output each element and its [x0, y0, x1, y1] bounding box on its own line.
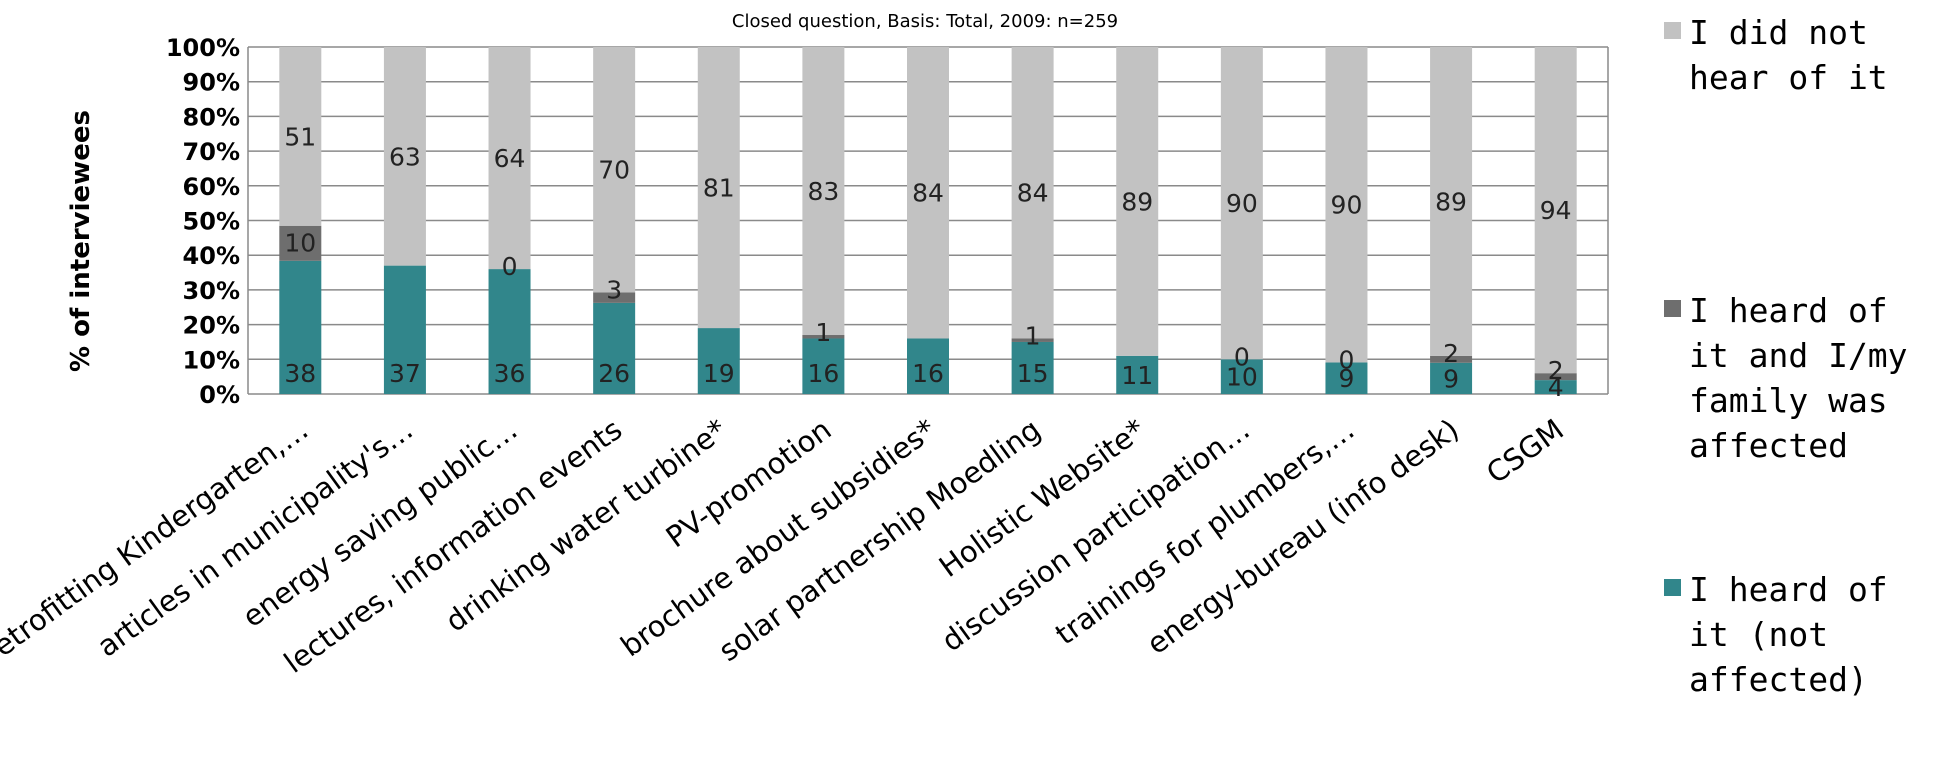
y-tick-label: 90% — [183, 69, 240, 97]
bar-segment-not-heard-brochure-about-subsidies — [907, 47, 949, 339]
data-label: 0 — [1339, 345, 1355, 374]
data-label: 94 — [1540, 196, 1572, 225]
bar-segment-not-heard-articles-in-municipality-s — [383, 47, 426, 266]
y-tick-label: 0% — [199, 381, 240, 409]
legend-swatch-not-affected — [1664, 579, 1681, 596]
bar-segment-not-affected-brochure-about-subsidies — [907, 338, 949, 394]
bar-segment-affected-energy-bureau-info-desk — [1430, 355, 1473, 363]
data-label: 15 — [1017, 359, 1049, 388]
data-label: 51 — [284, 122, 316, 151]
bar-segment-not-heard-solar-partnership-moedling — [1011, 47, 1054, 339]
data-label: 70 — [598, 156, 630, 185]
data-label: 89 — [1121, 187, 1153, 216]
legend-label-not-affected: I heard of it (not affected) — [1689, 570, 1888, 699]
bar-segment-not-affected-holistic-website — [1116, 355, 1159, 394]
data-label: 11 — [1121, 361, 1153, 390]
chart-title: Closed question, Basis: Total, 2009: n=2… — [732, 11, 1118, 32]
data-label: 26 — [598, 359, 630, 388]
bar-segment-not-heard-drinking-water-turbine — [697, 47, 740, 329]
data-label: 36 — [494, 359, 526, 388]
data-label: 90 — [1331, 191, 1363, 220]
bar-segment-not-affected-articles-in-municipality-s — [383, 265, 426, 394]
x-tick-label: CSGM — [1480, 412, 1570, 490]
bar-segment-not-affected-energy-bureau-info-desk — [1430, 362, 1473, 394]
data-label: 2 — [1548, 356, 1564, 385]
stacked-bar-chart: Closed question, Basis: Total, 2009: n=2… — [0, 11, 1609, 680]
data-label: 89 — [1435, 187, 1467, 216]
bar-segment-not-heard-lectures-information-events — [593, 47, 636, 293]
data-label: 1 — [815, 318, 831, 347]
y-tick-label: 100% — [166, 34, 240, 62]
bar-segment-affected-lectures-information-events — [593, 292, 636, 303]
data-label: 1 — [1025, 321, 1041, 350]
bar-segment-not-affected-drinking-water-turbine — [697, 328, 740, 394]
bar-segment-not-affected-lectures-information-events — [593, 302, 636, 394]
y-tick-label: 50% — [183, 208, 240, 236]
y-tick-label: 70% — [183, 138, 240, 166]
bar-segment-not-affected-trainings-for-plumbers — [1325, 362, 1368, 394]
data-label: 16 — [807, 359, 839, 388]
bar-segment-affected-retrofitting-kindergarten — [279, 225, 322, 261]
x-axis-ticks: retrofitting Kindergarten,…articles in m… — [0, 412, 1570, 680]
data-label: 9 — [1443, 364, 1459, 393]
legend: I did not hear of it I heard of it and I… — [1664, 0, 1934, 758]
bar-segment-not-heard-energy-bureau-info-desk — [1430, 47, 1473, 356]
data-label: 9 — [1339, 364, 1355, 393]
data-label: 63 — [389, 142, 421, 171]
y-tick-label: 60% — [183, 173, 240, 201]
data-label: 37 — [389, 359, 421, 388]
bar-segment-not-affected-discussion-participation — [1220, 359, 1263, 394]
bar-segment-not-heard-pv-promotion — [802, 47, 845, 336]
data-label: 2 — [1443, 339, 1459, 368]
data-label: 4 — [1548, 373, 1564, 402]
bar-segment-not-heard-csgm — [1534, 47, 1577, 374]
y-tick-label: 10% — [183, 346, 240, 374]
data-label: 83 — [807, 177, 839, 206]
bar-segment-not-affected-csgm — [1534, 380, 1577, 394]
data-label: 3 — [606, 275, 622, 304]
bar-segment-not-affected-retrofitting-kindergarten — [279, 260, 322, 394]
bar-segment-not-heard-trainings-for-plumbers — [1325, 47, 1368, 363]
data-label: 10 — [284, 228, 316, 257]
y-tick-label: 30% — [183, 277, 240, 305]
y-axis-ticks: 0% 10% 20% 30% 40% 50% 60% 70% 80% 90% 100% — [166, 34, 240, 409]
bar-segment-not-affected-solar-partnership-moedling — [1011, 341, 1054, 394]
y-tick-label: 40% — [183, 242, 240, 270]
y-axis-label: % of interviewees — [66, 110, 96, 372]
bar-segment-affected-solar-partnership-moedling — [1011, 338, 1054, 342]
data-labels: 38 10 51 37 63 36 0 64 26 3 70 19 81 16 1 83 16 84 15 1 84 11… — [284, 122, 1571, 402]
legend-item-not-affected: I heard of it (not affected) — [1664, 567, 1929, 702]
bar-segment-affected-csgm — [1534, 373, 1577, 381]
bar-segment-not-heard-energy-saving-public — [488, 47, 531, 270]
bar-segment-not-affected-pv-promotion — [802, 338, 845, 394]
data-label: 90 — [1226, 189, 1258, 218]
data-label: 19 — [703, 359, 735, 388]
legend-item-not-heard: I did not hear of it — [1664, 10, 1929, 100]
bar-segment-not-heard-holistic-website — [1116, 47, 1159, 356]
legend-label-affected: I heard of it and I/my family was affect… — [1689, 291, 1908, 465]
data-label: 10 — [1226, 363, 1258, 392]
bar-segment-not-heard-retrofitting-kindergarten — [279, 47, 322, 226]
y-tick-label: 20% — [183, 312, 240, 340]
data-label: 84 — [1017, 179, 1049, 208]
legend-swatch-not-heard — [1664, 22, 1681, 39]
y-tick-label: 80% — [183, 103, 240, 131]
bar-segment-not-affected-energy-saving-public — [488, 269, 531, 394]
data-label: 64 — [494, 144, 526, 173]
data-label: 0 — [1234, 342, 1250, 371]
legend-item-affected: I heard of it and I/my family was affect… — [1664, 288, 1929, 468]
data-label: 0 — [502, 252, 518, 281]
legend-swatch-affected — [1664, 300, 1681, 317]
data-label: 84 — [912, 179, 944, 208]
bar-segment-affected-pv-promotion — [802, 335, 845, 339]
data-label: 81 — [703, 174, 735, 203]
data-label: 38 — [284, 359, 316, 388]
legend-label-not-heard: I did not hear of it — [1689, 13, 1888, 97]
bars — [279, 47, 1577, 394]
bar-segment-not-heard-discussion-participation — [1220, 47, 1263, 360]
data-label: 16 — [912, 359, 944, 388]
